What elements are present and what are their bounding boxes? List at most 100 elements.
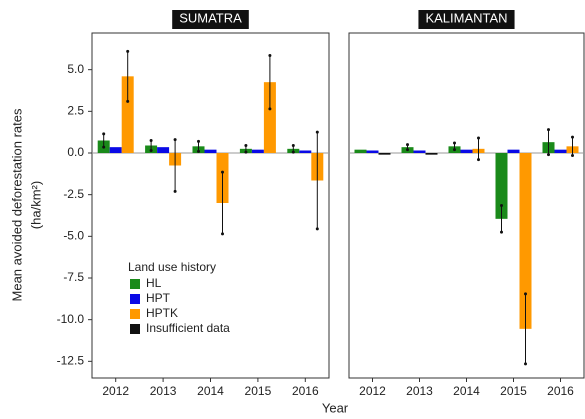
legend-swatch xyxy=(130,279,140,289)
bar xyxy=(366,150,379,153)
bar xyxy=(204,149,217,153)
legend-title: Land use history xyxy=(128,260,216,274)
bar xyxy=(109,147,122,153)
x-tick-label: 2012 xyxy=(359,384,386,398)
bar xyxy=(299,150,312,153)
error-cap xyxy=(149,139,153,142)
error-cap xyxy=(173,138,177,142)
y-axis-label: (ha/km²) xyxy=(28,181,43,229)
bar xyxy=(460,149,473,153)
y-axis-label: Mean avoided deforestation rates xyxy=(9,108,24,301)
error-bar xyxy=(221,170,224,236)
title-box xyxy=(172,10,249,29)
x-tick-label: 2014 xyxy=(197,384,224,398)
y-tick-label: 0.0 xyxy=(67,145,84,159)
error-bar xyxy=(547,128,550,157)
panel-title: KALIMANTAN xyxy=(425,10,507,25)
error-cap xyxy=(524,362,527,366)
error-bar xyxy=(149,139,153,152)
x-tick-label: 2016 xyxy=(292,384,319,398)
y-tick-label: 2.5 xyxy=(67,104,84,118)
error-cap xyxy=(500,230,503,234)
title-box xyxy=(418,10,515,29)
error-cap xyxy=(406,143,409,147)
error-cap xyxy=(315,130,319,134)
error-cap xyxy=(244,150,248,154)
x-tick-label: 2014 xyxy=(453,384,480,398)
y-tick-label: -5.0 xyxy=(63,229,84,243)
error-cap xyxy=(221,232,224,236)
bar xyxy=(495,153,508,219)
y-tick-label: 5.0 xyxy=(67,62,84,76)
error-cap xyxy=(102,145,106,149)
error-bar xyxy=(406,143,409,152)
x-tick-label: 2015 xyxy=(500,384,527,398)
error-cap xyxy=(453,141,456,145)
legend-label: HPT xyxy=(146,291,171,305)
x-tick-label: 2013 xyxy=(150,384,177,398)
error-bar xyxy=(524,292,527,366)
error-cap xyxy=(173,189,177,193)
error-bar xyxy=(315,130,319,231)
error-cap xyxy=(244,144,248,147)
x-tick-label: 2015 xyxy=(245,384,272,398)
error-cap xyxy=(197,149,200,153)
y-tick-label: -10.0 xyxy=(57,312,85,326)
error-cap xyxy=(102,132,106,136)
error-cap xyxy=(126,99,130,103)
error-cap xyxy=(149,149,153,152)
error-bar xyxy=(197,139,200,153)
bar xyxy=(121,76,134,153)
error-bar xyxy=(244,144,248,154)
error-bar xyxy=(268,54,272,111)
error-cap xyxy=(477,136,480,140)
error-cap xyxy=(197,139,200,143)
error-cap xyxy=(571,154,574,157)
x-tick-label: 2012 xyxy=(102,384,129,398)
bar xyxy=(263,82,276,153)
error-cap xyxy=(477,158,480,162)
panel-frame xyxy=(348,32,585,379)
legend-label: Insufficient data xyxy=(146,321,230,335)
bar xyxy=(378,153,391,155)
error-cap xyxy=(571,135,574,139)
error-cap xyxy=(524,292,527,296)
error-cap xyxy=(126,49,130,53)
error-bar xyxy=(102,132,106,149)
bar xyxy=(507,149,520,153)
legend-label: HL xyxy=(146,276,162,290)
error-cap xyxy=(221,170,224,174)
error-cap xyxy=(291,150,295,154)
error-cap xyxy=(268,107,272,111)
error-bar xyxy=(453,141,456,152)
x-axis-label: Year xyxy=(322,400,349,415)
y-tick-label: -12.5 xyxy=(57,354,85,368)
legend-swatch xyxy=(130,324,140,334)
x-tick-label: 2016 xyxy=(547,384,574,398)
error-bar xyxy=(500,204,503,234)
error-cap xyxy=(315,227,319,231)
error-cap xyxy=(291,144,295,147)
error-cap xyxy=(547,128,550,132)
bar xyxy=(157,147,170,153)
error-cap xyxy=(453,148,456,152)
bar xyxy=(413,150,426,153)
bar xyxy=(554,149,567,153)
legend-swatch xyxy=(130,294,140,304)
panel-title: SUMATRA xyxy=(179,10,242,25)
legend-label: HPTK xyxy=(146,306,178,320)
bar xyxy=(251,149,264,153)
bar xyxy=(354,149,367,153)
legend-swatch xyxy=(130,309,140,319)
error-cap xyxy=(406,148,409,152)
y-tick-label: -7.5 xyxy=(63,270,84,284)
x-tick-label: 2013 xyxy=(406,384,433,398)
error-bar xyxy=(173,138,177,193)
error-bar xyxy=(477,136,480,162)
y-tick-label: -2.5 xyxy=(63,187,84,201)
error-bar xyxy=(291,144,295,154)
bar xyxy=(425,153,438,155)
error-bar xyxy=(571,135,574,157)
